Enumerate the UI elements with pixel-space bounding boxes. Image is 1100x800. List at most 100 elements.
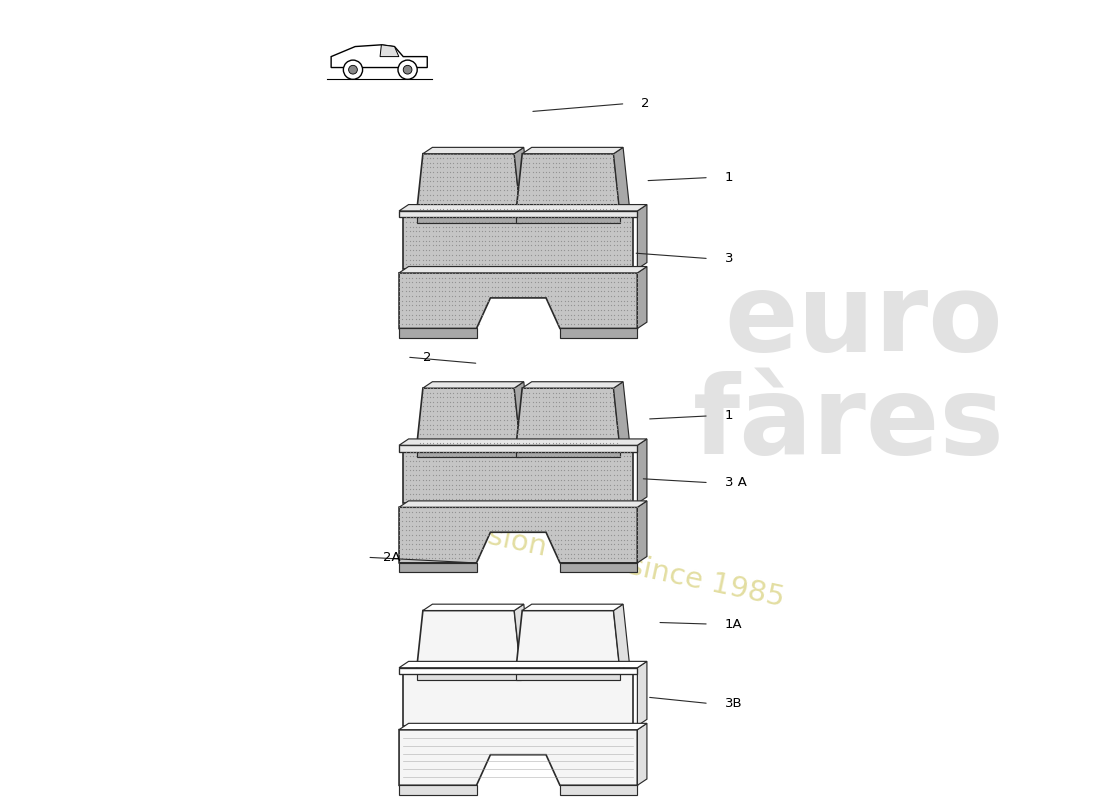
Point [562,469,580,482]
Point [466,253,484,266]
Point [549,529,566,542]
Point [542,469,560,482]
Point [556,239,573,252]
Point [618,249,636,262]
Point [424,266,441,279]
Point [463,506,481,518]
Point [546,446,563,458]
Point [404,220,421,233]
Point [495,386,513,399]
Point [602,285,619,298]
Point [411,414,429,426]
Point [548,395,565,408]
Point [476,280,494,293]
Point [552,308,570,321]
Point [548,147,565,160]
Point [434,405,452,418]
Point [597,400,615,413]
Point [434,418,452,431]
Point [451,152,469,165]
Point [539,454,557,467]
Point [475,175,493,188]
Point [433,299,451,312]
Point [498,152,516,165]
Point [585,446,603,458]
Point [448,432,465,445]
Point [548,423,565,436]
Point [440,253,458,266]
Point [615,249,632,262]
Point [463,478,481,491]
Point [579,290,596,302]
Point [554,184,572,197]
Point [532,220,550,233]
Point [612,225,629,238]
Point [424,469,441,482]
Point [473,276,491,289]
Point [456,519,474,532]
Point [595,464,613,477]
Point [482,147,499,160]
Point [427,271,444,284]
Point [517,382,535,394]
Point [572,552,590,565]
Point [597,152,615,165]
Point [496,211,514,224]
Point [516,225,534,238]
Point [475,395,493,408]
Point [540,198,558,210]
Point [534,189,551,202]
Point [542,249,560,262]
Point [539,258,557,270]
Point [478,418,496,431]
Point [530,179,548,192]
Circle shape [398,60,417,79]
Point [404,459,421,472]
Point [450,280,468,293]
Point [565,534,583,546]
Point [585,280,603,293]
Point [473,285,491,298]
Point [565,474,583,486]
Point [542,519,560,532]
Point [475,166,493,178]
Point [430,225,448,238]
Point [621,464,639,477]
Point [421,166,439,178]
Point [542,266,560,279]
Point [460,492,477,505]
Point [556,230,573,242]
Point [519,524,537,537]
Point [526,524,543,537]
Point [514,405,531,418]
Point [612,464,629,477]
Point [565,464,583,477]
Point [605,524,623,537]
Point [532,290,550,302]
Point [410,266,428,279]
Point [569,464,586,477]
Point [522,225,540,238]
Point [496,271,514,284]
Point [522,469,540,482]
Point [579,303,596,316]
Point [496,234,514,247]
Point [602,482,619,495]
Point [540,400,558,413]
Point [443,478,461,491]
Point [554,418,572,431]
Point [498,423,516,436]
Point [472,382,490,394]
Point [448,423,465,436]
Point [517,147,535,160]
Point [569,506,586,518]
Point [427,313,444,326]
Point [529,506,547,518]
Point [544,170,562,183]
Point [526,280,543,293]
Point [440,239,458,252]
Point [427,510,444,523]
Point [407,464,425,477]
Point [565,538,583,550]
Point [460,318,477,330]
